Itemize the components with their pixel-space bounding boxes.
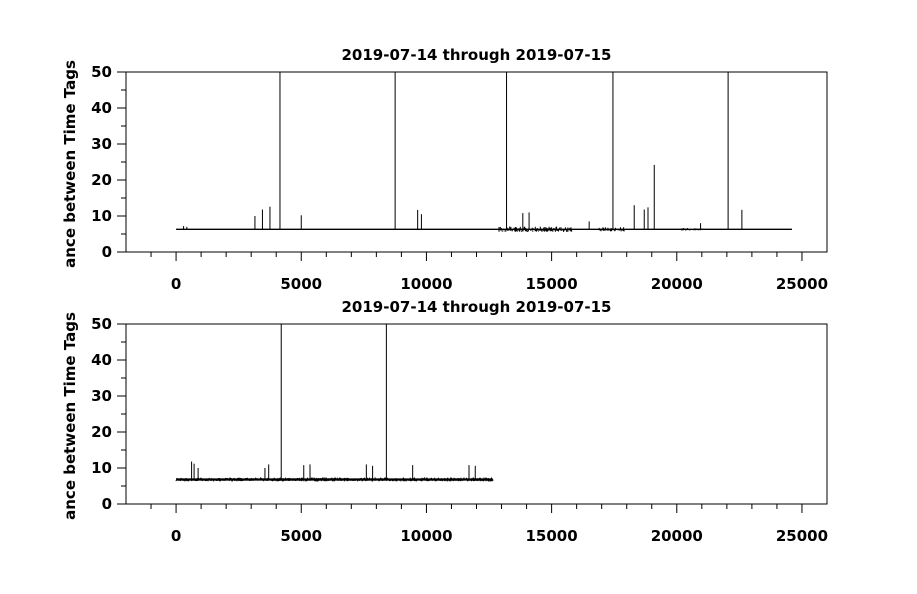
x-tick-label: 25000 <box>776 275 828 293</box>
y-tick-label: 10 <box>91 459 112 477</box>
x-tick-label: 10000 <box>400 275 452 293</box>
bottom-panel: 2019-07-14 through 2019-07-15 ance betwe… <box>61 298 828 545</box>
top-panel-title: 2019-07-14 through 2019-07-15 <box>342 46 612 64</box>
series-noise <box>498 226 573 232</box>
top-panel-ylabel: ance between Time Tags <box>61 60 79 268</box>
y-tick-label: 0 <box>102 243 112 261</box>
y-tick-label: 0 <box>102 495 112 513</box>
x-tick-label: 10000 <box>400 527 452 545</box>
x-tick-label: 5000 <box>280 527 322 545</box>
plot-frame <box>125 323 828 505</box>
bottom-panel-title: 2019-07-14 through 2019-07-15 <box>342 298 612 316</box>
series-noise <box>175 477 494 482</box>
x-tick-label: 25000 <box>776 527 828 545</box>
x-tick-label: 20000 <box>651 275 703 293</box>
y-tick-label: 10 <box>91 207 112 225</box>
y-tick-label: 30 <box>91 387 112 405</box>
plot-frame <box>125 71 828 253</box>
x-tick-label: 0 <box>171 527 181 545</box>
x-tick-label: 15000 <box>526 527 578 545</box>
series-noise <box>598 227 625 232</box>
y-tick-label: 40 <box>91 99 112 117</box>
bottom-panel-ylabel: ance between Time Tags <box>61 312 79 520</box>
y-tick-label: 20 <box>91 423 112 441</box>
x-tick-label: 15000 <box>526 275 578 293</box>
y-tick-label: 40 <box>91 351 112 369</box>
y-tick-label: 50 <box>91 63 112 81</box>
x-tick-label: 5000 <box>280 275 322 293</box>
y-tick-label: 30 <box>91 135 112 153</box>
top-panel: 2019-07-14 through 2019-07-15 ance betwe… <box>61 46 828 293</box>
series-noise <box>681 228 703 231</box>
y-tick-label: 50 <box>91 315 112 333</box>
y-tick-label: 20 <box>91 171 112 189</box>
x-tick-label: 20000 <box>651 527 703 545</box>
x-tick-label: 0 <box>171 275 181 293</box>
